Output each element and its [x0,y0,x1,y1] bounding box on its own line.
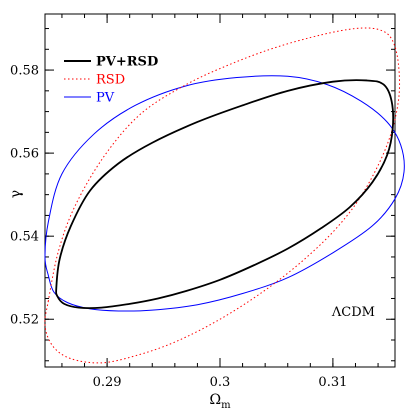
y-tick-label: 0.58 [10,64,39,79]
y-axis-label: γ [8,190,24,198]
x-axis-label: Ωm [209,392,231,411]
y-tick-label: 0.54 [10,230,39,245]
annotation-lcdm: ΛCDM [331,305,375,320]
contour-pv-rsd [55,79,395,309]
legend-label-rsd: RSD [96,73,125,88]
x-axis-label-main: Ω [209,392,221,408]
x-tick-labels: 0.29 0.3 0.31 [93,375,348,390]
x-tick-label: 0.31 [318,375,347,390]
x-tick-label: 0.29 [93,375,122,390]
axis-ticks [45,14,395,367]
y-tick-label: 0.56 [10,147,39,162]
y-tick-label: 0.52 [10,313,39,328]
y-tick-labels: 0.52 0.54 0.56 0.58 [10,64,39,328]
contour-pv [44,75,405,312]
x-axis-label-subscript: m [221,400,231,411]
legend-label-pv-rsd: PV+RSD [96,55,158,70]
legend-label-pv: PV [96,91,115,106]
legend: PV+RSD RSD PV [64,55,158,106]
x-tick-label: 0.3 [210,375,231,390]
contour-curves [44,27,405,364]
